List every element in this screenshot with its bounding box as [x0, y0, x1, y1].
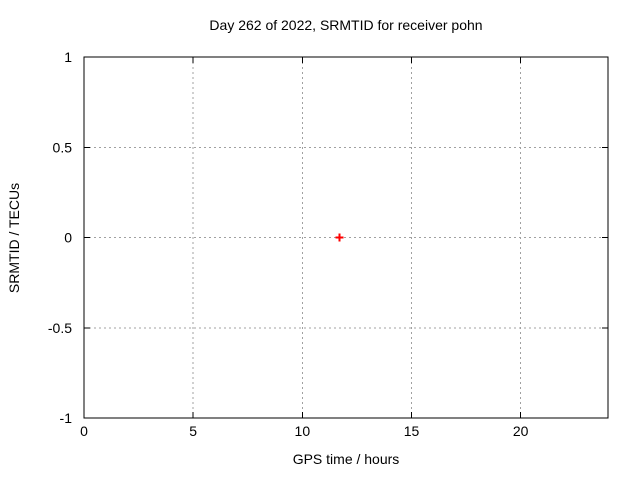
- y-tick-label: 0: [64, 230, 72, 246]
- y-tick-label: -0.5: [48, 320, 72, 336]
- x-tick-label: 5: [189, 423, 197, 439]
- x-tick-label: 10: [295, 423, 311, 439]
- chart-title: Day 262 of 2022, SRMTID for receiver poh…: [209, 17, 482, 33]
- plot-area: 0 5 10 15 20 -1 -0.5 0 0.5 1: [48, 49, 609, 439]
- y-tick-label: -1: [60, 410, 73, 426]
- x-tick-label: 20: [513, 423, 529, 439]
- y-tick-label: 0.5: [53, 139, 73, 155]
- y-tick-label: 1: [64, 49, 72, 65]
- x-tick-label: 15: [404, 423, 420, 439]
- x-axis-label: GPS time / hours: [293, 451, 400, 467]
- x-tick-label: 0: [80, 423, 88, 439]
- y-axis-label: SRMTID / TECUs: [6, 183, 22, 293]
